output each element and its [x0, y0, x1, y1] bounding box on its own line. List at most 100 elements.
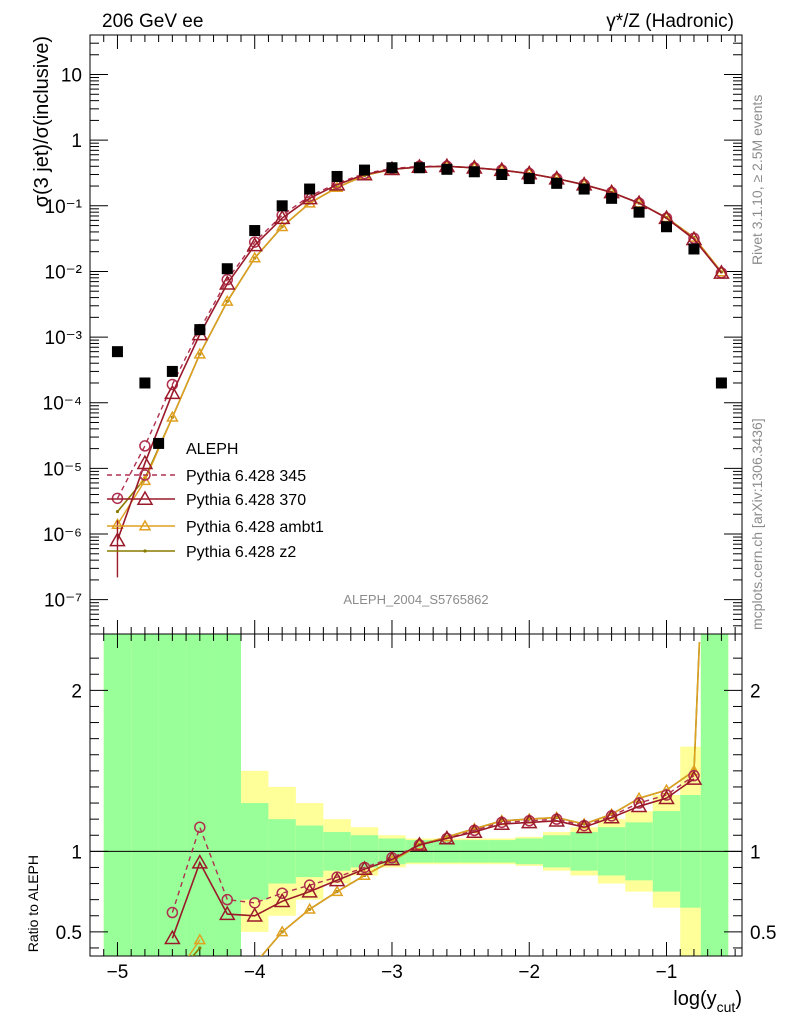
data-point-aleph — [276, 200, 288, 212]
ratio-marker-ambt1 — [275, 925, 289, 937]
data-point-aleph — [331, 170, 343, 182]
y-tick-label: 10⁻³ — [45, 328, 83, 349]
ratio-marker-p345 — [276, 887, 288, 899]
ratio-marker-p370 — [658, 789, 675, 805]
band-inner — [131, 634, 159, 956]
marker-p370 — [301, 189, 318, 205]
marker-p370 — [164, 384, 181, 400]
ratio-marker-p370 — [466, 823, 483, 839]
ratio-marker-p345 — [221, 893, 234, 906]
data-point-aleph — [523, 173, 535, 185]
data-point-aleph — [304, 183, 316, 195]
ratio-marker-p370 — [301, 883, 318, 898]
ratio-y-tick-label: 1 — [71, 842, 82, 863]
marker-ambt1 — [166, 410, 179, 422]
y-tick-label: 10⁻⁴ — [43, 394, 82, 415]
marker-ambt1 — [193, 347, 207, 359]
ratio-frame — [89, 633, 743, 957]
ratio-marker-ambt1 — [330, 885, 344, 897]
marker-p370 — [328, 176, 346, 191]
ratio-marker-p345 — [194, 821, 206, 833]
ratio-y-tick-label-right: 2 — [750, 681, 761, 702]
ratio-marker-p370 — [548, 812, 565, 827]
marker-ambt1 — [220, 294, 234, 306]
data-point-aleph — [551, 177, 563, 189]
ratio-marker-p370 — [328, 871, 346, 887]
ratio-marker-p370 — [164, 929, 181, 945]
data-point-aleph — [441, 163, 453, 175]
marker-p370 — [246, 236, 264, 252]
ratio-marker-p370 — [575, 818, 593, 834]
ratio-marker-ambt1 — [303, 902, 316, 914]
data-point-aleph — [153, 437, 165, 449]
data-point-aleph — [139, 377, 151, 389]
ratio-marker-p370 — [383, 850, 401, 866]
ratio-marker-p370 — [411, 836, 428, 851]
axes: −5 −4 −3 −2 −1 10⁻⁷ 10⁻⁶ 10⁻⁵ 10⁻⁴ 10⁻³ 10⁻² 10⁻¹ 1 1… — [43, 34, 776, 983]
xlabel-close: ) — [735, 988, 742, 1010]
band-inner — [103, 634, 132, 956]
legend-label-aleph: ALEPH — [186, 441, 238, 458]
ratio-ylabel: Ratio to ALEPH — [25, 855, 41, 952]
y-tick-label: 1 — [71, 131, 82, 152]
main-series — [109, 157, 730, 578]
ratio-marker-p370 — [218, 905, 236, 921]
x-tick-label: −5 — [107, 962, 129, 983]
ratio-marker-ambt1 — [632, 791, 646, 803]
data-point-aleph — [359, 164, 371, 176]
ratio-series — [164, 642, 703, 956]
data-point-aleph — [194, 324, 206, 336]
data-point-aleph — [606, 192, 618, 204]
y-tick-label: 10 — [61, 66, 82, 87]
data-point-aleph — [221, 263, 233, 275]
data-point-aleph — [386, 162, 398, 174]
ratio-marker-ambt1 — [687, 764, 701, 776]
data-point-aleph — [661, 221, 673, 233]
x-tick-label: −1 — [656, 962, 678, 983]
y-tick-label: 10⁻⁷ — [44, 591, 82, 612]
ratio-marker-p370 — [356, 860, 373, 876]
marker-ambt1 — [275, 220, 289, 232]
y-tick-label: 10⁻² — [45, 262, 83, 283]
xlabel-sub: cut — [717, 999, 736, 1015]
data-point-aleph — [413, 162, 425, 174]
ratio-marker-p370 — [438, 829, 456, 845]
main-ylabel: σ(3 jet)/σ(inclusive) — [31, 36, 53, 207]
xlabel-main: log(y — [673, 988, 716, 1010]
legend-label-p370: Pythia 6.428 370 — [186, 492, 306, 509]
ratio-series-clipped — [164, 642, 703, 956]
analysis-id: ALEPH_2004_S5765862 — [343, 592, 488, 607]
ratio-marker-p370 — [630, 797, 648, 813]
ratio-marker-p370 — [273, 892, 291, 908]
y-tick-label: 10⁻⁵ — [43, 459, 82, 480]
legend: ALEPH Pythia 6.428 345 Pythia 6.428 370 Pyt… — [107, 441, 324, 561]
legend-marker-p370 — [136, 490, 154, 505]
legend-label-z2: Pythia 6.428 z2 — [186, 544, 296, 561]
data-point-aleph — [578, 183, 590, 195]
data-point-aleph — [468, 166, 480, 178]
marker-z2 — [115, 509, 120, 514]
ratio-y-tick-label-right: 1 — [750, 842, 761, 863]
ratio-marker-p345 — [166, 906, 179, 919]
ratio-y-tick-label-right: 0.5 — [750, 923, 776, 944]
ratio-marker-p370 — [685, 770, 703, 785]
marker-ambt1 — [248, 251, 262, 263]
data-point-aleph — [496, 168, 508, 180]
data-point-aleph — [715, 377, 727, 389]
data-point-aleph — [249, 225, 261, 237]
legend-label-p345: Pythia 6.428 345 — [186, 468, 306, 485]
ratio-marker-p370 — [520, 813, 538, 829]
rivet-label: Rivet 3.1.10, ≥ 2.5M events — [749, 95, 765, 265]
band-inner — [213, 634, 241, 956]
legend-marker-z2 — [143, 549, 147, 553]
marker-p345 — [139, 440, 151, 452]
legend-marker-ambt1 — [138, 519, 152, 531]
header-right: γ*/Z (Hadronic) — [606, 11, 734, 32]
band-inner — [186, 634, 214, 956]
ratio-marker-ambt1 — [193, 933, 207, 945]
ratio-xlabel: log(ycut) — [673, 988, 742, 1015]
marker-p370 — [136, 454, 154, 470]
data-point-aleph — [688, 243, 700, 255]
ratio-marker-p370 — [246, 907, 264, 922]
